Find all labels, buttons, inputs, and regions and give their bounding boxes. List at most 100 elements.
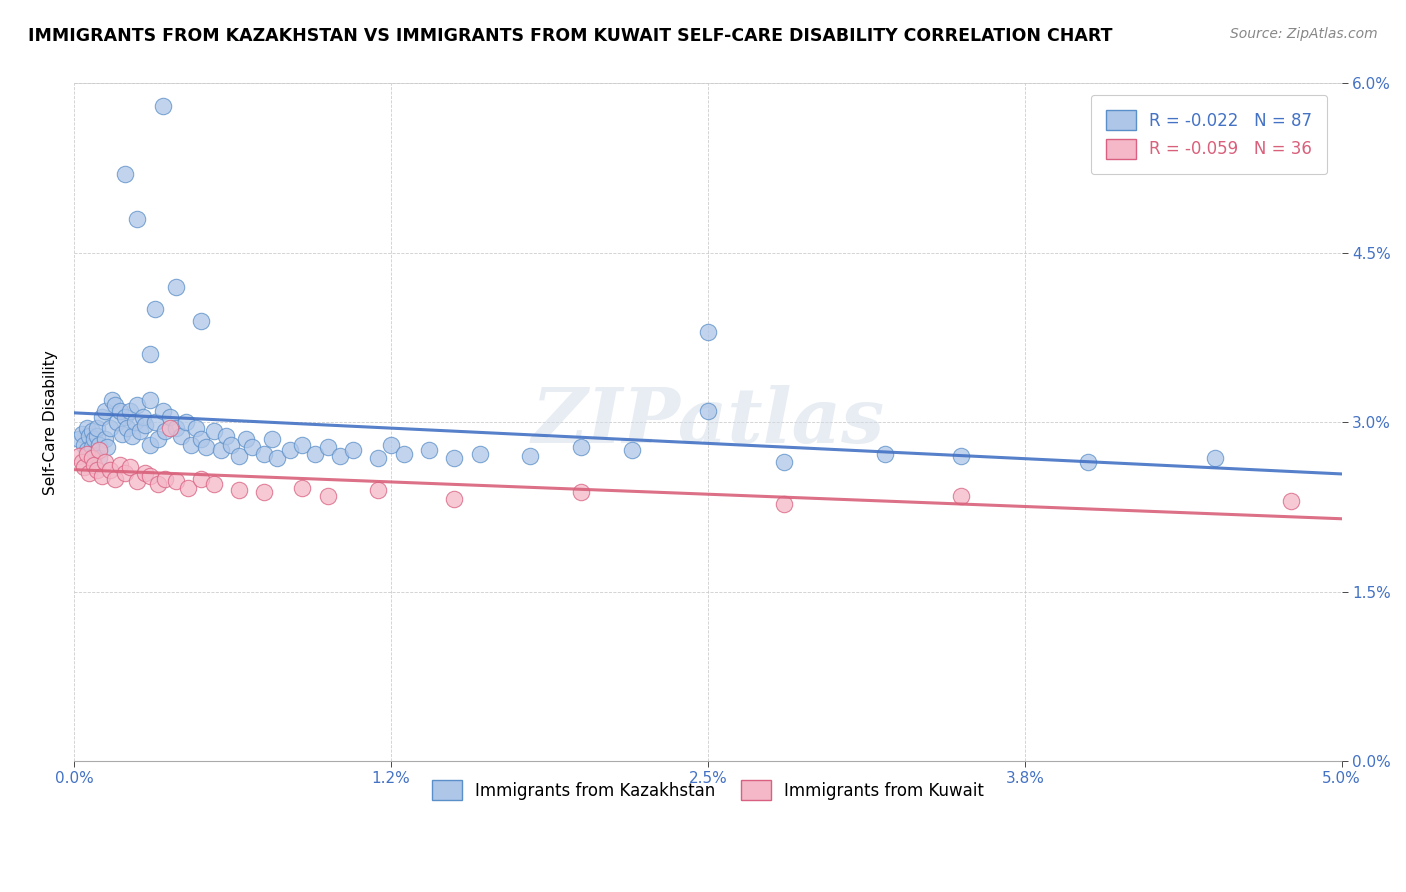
Point [418,443,440,458]
Point [159,421,181,435]
Point [696,404,718,418]
Point [114,167,136,181]
Point [76,421,98,435]
Point [228,449,250,463]
Point [875,447,897,461]
Point [190,432,212,446]
Point [291,438,314,452]
Point [96,440,118,454]
Point [215,429,238,443]
Point [219,438,242,452]
Point [155,425,177,439]
Point [240,440,263,454]
Point [134,466,156,480]
Point [80,451,103,466]
Point [67,449,90,463]
Point [165,474,187,488]
Point [86,421,108,435]
Point [316,440,339,454]
Point [79,447,101,461]
Point [266,451,288,466]
Point [124,415,146,429]
Point [79,429,101,443]
Point [118,460,141,475]
Legend: Immigrants from Kazakhstan, Immigrants from Kuwait: Immigrants from Kazakhstan, Immigrants f… [419,767,997,814]
Point [91,409,114,424]
Point [139,469,162,483]
Point [79,466,101,480]
Point [1279,494,1302,508]
Y-axis label: Self-Care Disability: Self-Care Disability [44,350,58,495]
Point [93,455,115,469]
Point [950,449,973,463]
Text: Source: ZipAtlas.com: Source: ZipAtlas.com [1230,27,1378,41]
Point [380,438,402,452]
Point [696,325,718,339]
Point [235,432,257,446]
Point [139,347,162,361]
Point [152,404,174,418]
Point [105,415,128,429]
Point [139,392,162,407]
Point [143,415,166,429]
Point [91,469,114,483]
Point [83,432,105,446]
Point [98,463,121,477]
Point [177,481,200,495]
Point [165,279,187,293]
Point [117,421,139,435]
Point [146,477,169,491]
Point [260,432,283,446]
Point [392,447,415,461]
Point [76,447,98,461]
Point [114,409,136,424]
Point [129,425,152,439]
Point [89,438,111,452]
Point [159,409,181,424]
Point [80,425,103,439]
Point [146,432,169,446]
Text: IMMIGRANTS FROM KAZAKHSTAN VS IMMIGRANTS FROM KUWAIT SELF-CARE DISABILITY CORREL: IMMIGRANTS FROM KAZAKHSTAN VS IMMIGRANTS… [28,27,1112,45]
Point [253,485,276,500]
Point [620,443,643,458]
Point [101,392,124,407]
Point [190,313,212,327]
Point [329,449,352,463]
Point [209,443,232,458]
Point [194,440,217,454]
Point [83,449,105,463]
Point [773,497,796,511]
Point [228,483,250,497]
Point [67,432,90,446]
Point [316,489,339,503]
Point [291,481,314,495]
Point [1204,451,1226,466]
Point [121,429,143,443]
Point [127,398,149,412]
Point [169,429,191,443]
Point [1077,455,1099,469]
Point [127,211,149,226]
Point [278,443,301,458]
Point [367,451,389,466]
Point [165,421,187,435]
Point [190,472,212,486]
Point [155,472,177,486]
Point [304,447,326,461]
Point [111,426,134,441]
Point [184,421,207,435]
Point [569,440,592,454]
Point [443,451,465,466]
Point [89,443,111,458]
Point [73,438,96,452]
Point [174,415,197,429]
Point [118,404,141,418]
Point [93,432,115,446]
Point [108,458,131,472]
Point [73,460,96,475]
Point [773,455,796,469]
Point [342,443,364,458]
Point [131,409,153,424]
Point [76,443,98,458]
Point [134,417,156,432]
